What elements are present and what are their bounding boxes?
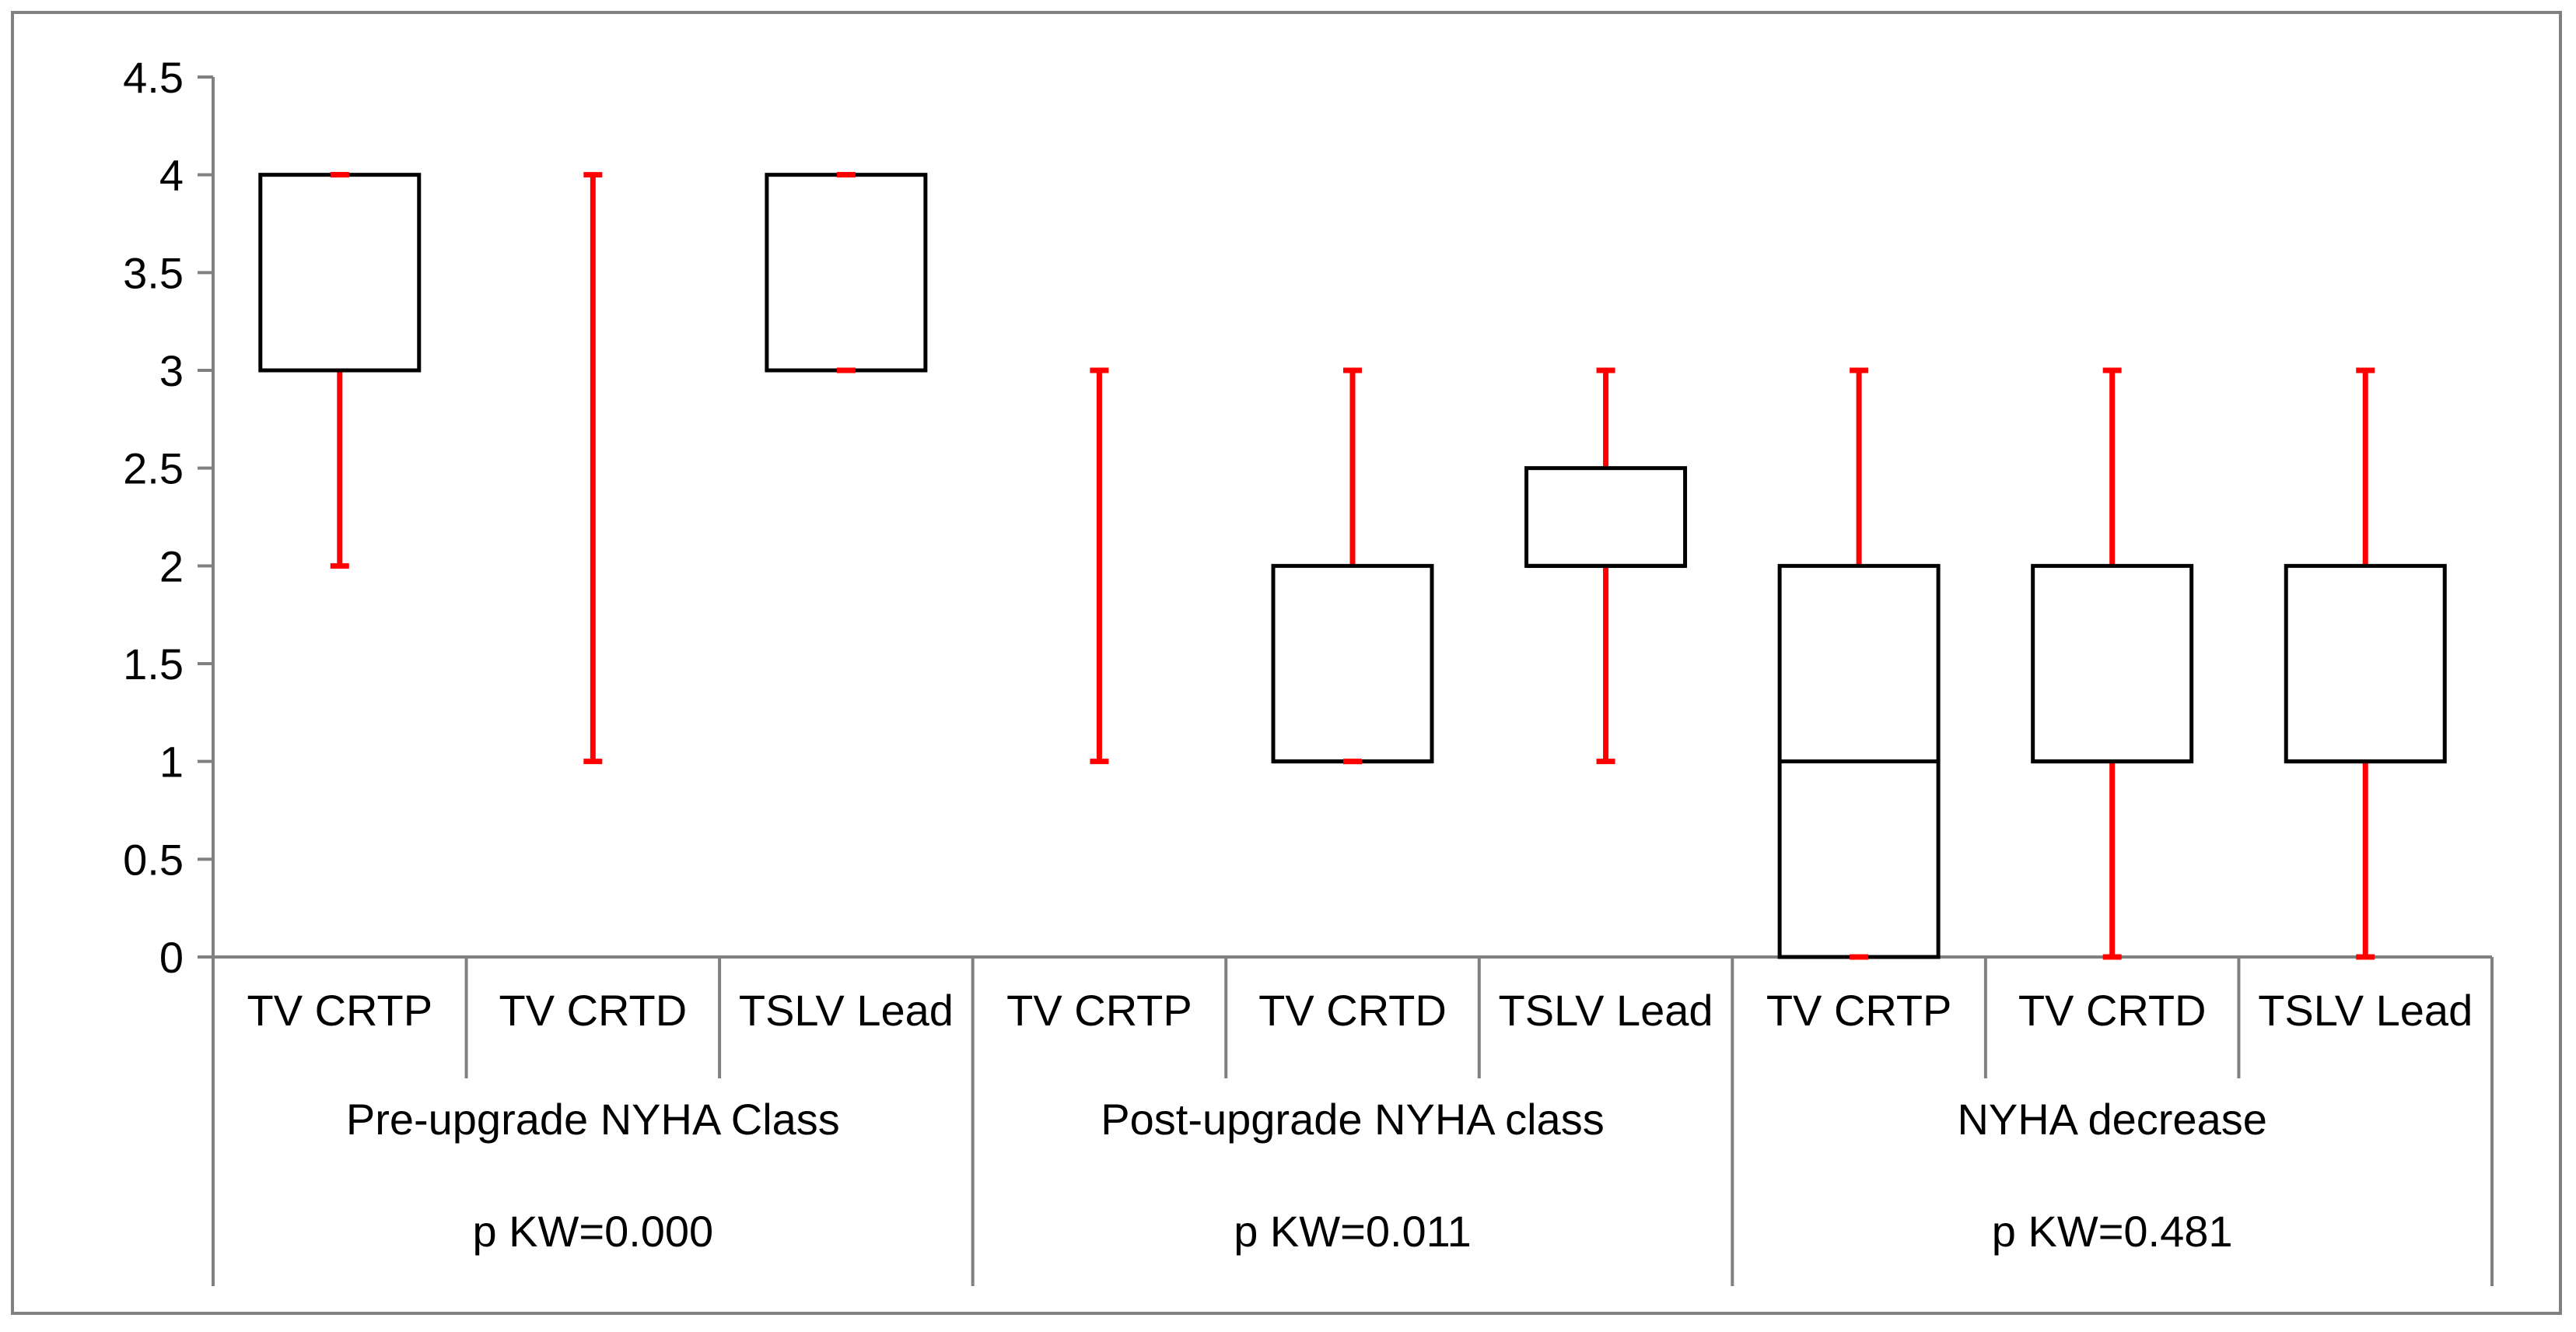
label-layer: 0 0.5 1 1.5 2 2.5 3 3.5 4 4.5 TV CRTP TV CRTD TSLV L… (123, 53, 2473, 1256)
y-tick-label: 0.5 (123, 835, 184, 884)
box-plot-chart: 0 0.5 1 1.5 2 2.5 3 3.5 4 4.5 TV CRTP TV CRTD TSLV L… (123, 53, 2494, 1286)
y-tick-label: 4 (159, 151, 184, 200)
category-label: TV CRTP (1006, 986, 1192, 1035)
y-tick-label: 3 (159, 346, 184, 395)
box (258, 173, 422, 373)
y-tick-label: 2.5 (123, 444, 184, 493)
category-label: TV CRTD (1258, 986, 1447, 1035)
box (2031, 563, 2194, 764)
group-label: NYHA decrease (1957, 1095, 2266, 1144)
y-tick-label: 4.5 (123, 53, 184, 102)
y-tick-label: 1 (159, 738, 184, 787)
y-tick-label: 1.5 (123, 640, 184, 689)
group-pvalue: p KW=0.000 (472, 1207, 713, 1256)
category-label: TV CRTP (1766, 986, 1952, 1035)
box-layer (258, 172, 2447, 960)
group-label: Pre-upgrade NYHA Class (346, 1095, 840, 1144)
y-tick-label: 0 (159, 933, 184, 982)
category-label: TSLV Lead (739, 986, 954, 1035)
box (2284, 563, 2447, 764)
category-label: TV CRTP (247, 986, 433, 1035)
category-label: TSLV Lead (1499, 986, 1713, 1035)
group-label: Post-upgrade NYHA class (1101, 1095, 1604, 1144)
box (765, 173, 928, 373)
chart-frame: 0 0.5 1 1.5 2 2.5 3 3.5 4 4.5 TV CRTP TV CRTD TSLV L… (11, 11, 2562, 1315)
category-label: TV CRTD (2018, 986, 2207, 1035)
y-tick-label: 3.5 (123, 248, 184, 297)
group-pvalue: p KW=0.481 (1992, 1207, 2233, 1256)
box (1524, 466, 1688, 568)
box (1271, 563, 1434, 764)
category-label: TSLV Lead (2258, 986, 2473, 1035)
y-tick-label: 2 (159, 542, 184, 591)
category-label: TV CRTD (499, 986, 688, 1035)
group-pvalue: p KW=0.011 (1234, 1207, 1472, 1256)
